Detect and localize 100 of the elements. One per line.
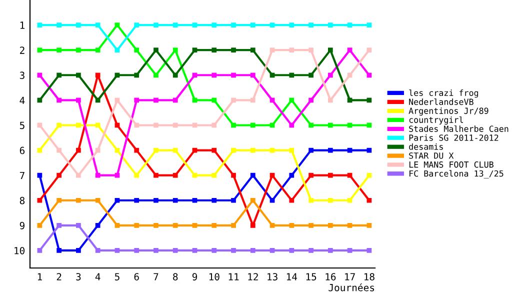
point [366,72,372,78]
point [328,172,333,178]
point [270,172,275,178]
point [289,122,294,128]
point [270,22,275,28]
point [76,22,81,28]
point [347,198,352,203]
point [172,48,178,53]
point [231,148,236,153]
point [56,222,62,228]
point [192,222,198,228]
point [328,72,333,78]
point [270,222,275,228]
point [192,122,198,128]
point [134,98,140,103]
point [56,248,62,253]
point [154,198,158,203]
legend-label: LE MANS FOOT CLUB [409,161,494,168]
x-tick-label: 11 [228,273,239,280]
legend-label: les crazi frog [409,90,478,98]
point [154,72,158,78]
point [56,172,62,178]
point [289,22,294,28]
point [37,172,42,178]
point [192,148,198,153]
point [366,198,372,203]
point [270,122,275,128]
point [95,172,100,178]
point [95,72,100,78]
x-tick-label: 18 [364,273,374,280]
point [250,172,256,178]
point [134,148,140,153]
point [308,22,314,28]
x-tick-label: 8 [173,273,178,280]
point [172,148,178,153]
point [231,48,236,53]
point [347,248,352,253]
point [347,172,352,178]
point [366,172,372,178]
point [192,248,198,253]
point [154,172,158,178]
point [308,48,314,53]
point [172,122,178,128]
point [212,22,217,28]
point [231,98,236,103]
legend-label: Stades Malherbe Caen [409,125,508,132]
y-tick-label: 7 [20,172,24,180]
point [250,72,256,78]
point [56,148,62,153]
legend-label: STAR DU X [409,152,454,159]
point [347,148,352,153]
point [250,122,256,128]
point [37,72,42,78]
point [114,122,120,128]
point [95,98,100,103]
point [270,198,275,203]
y-tick-label: 9 [20,222,24,230]
point [328,48,333,53]
point [231,22,236,28]
point [114,22,120,28]
y-tick-label: 8 [20,196,25,204]
point [250,198,256,203]
point [308,148,314,153]
point [134,122,140,128]
point [192,98,198,103]
x-tick-label: 10 [209,273,220,280]
point [76,72,81,78]
point [270,48,275,53]
point [76,148,81,153]
point [212,222,217,228]
point [212,72,217,78]
point [270,98,275,103]
point [37,98,42,103]
legend-label: NederlandseVB [409,98,474,105]
point [114,198,120,203]
point [134,198,140,203]
point [114,172,120,178]
point [76,172,81,178]
point [366,98,372,103]
point [37,198,42,203]
point [250,48,256,53]
point [114,48,120,53]
point [154,98,158,103]
x-tick-label: 5 [114,273,120,280]
x-tick-label: 12 [248,273,258,280]
point [270,72,275,78]
point [308,172,314,178]
point [250,98,256,103]
point [366,222,372,228]
point [192,172,198,178]
y-tick-label: 2 [20,46,24,54]
point [308,198,314,203]
point [231,198,236,203]
point [347,222,352,228]
point [134,72,140,78]
point [308,98,314,103]
point [250,222,256,228]
point [56,22,62,28]
x-tick-label: 14 [286,273,298,280]
point [37,22,42,28]
